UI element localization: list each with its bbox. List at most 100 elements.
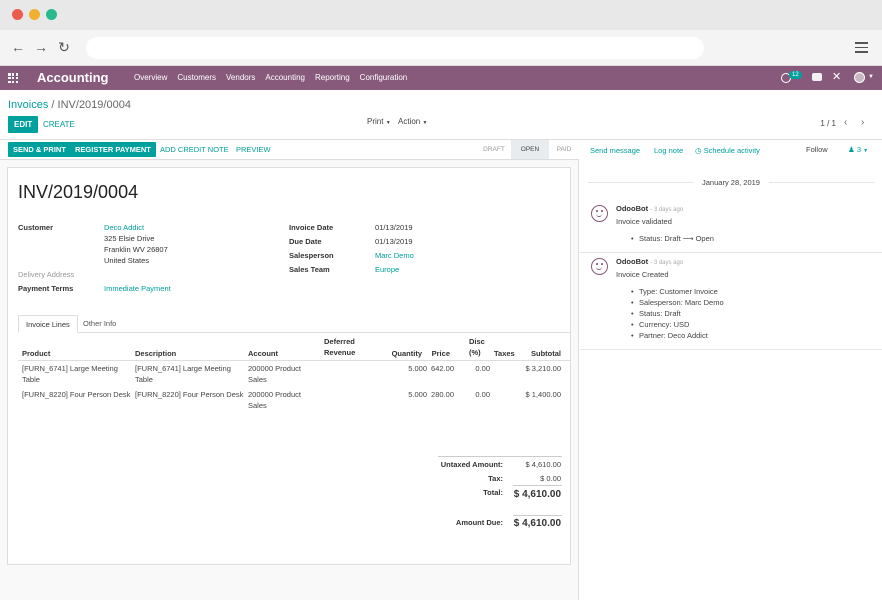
odoobot-avatar[interactable] — [591, 205, 608, 222]
delivery-address-label: Delivery Address — [18, 270, 75, 279]
customer-label: Customer — [18, 223, 54, 232]
col-price[interactable]: Price — [431, 349, 450, 358]
invoice-date-label: Invoice Date — [289, 223, 334, 232]
date-separator: January 28, 2019 — [580, 178, 882, 187]
browser-menu-icon[interactable] — [855, 42, 868, 56]
add-credit-note-button[interactable]: ADD CREDIT NOTE — [160, 145, 229, 154]
menu-item-overview[interactable]: Overview — [134, 73, 168, 82]
menu-item-accounting[interactable]: Accounting — [265, 73, 305, 82]
create-button[interactable]: CREATE — [43, 120, 75, 129]
tab-invoice-lines[interactable]: Invoice Lines — [18, 315, 78, 333]
back-arrow-icon[interactable]: ← — [11, 39, 25, 55]
reload-icon[interactable]: ↻ — [58, 39, 70, 55]
pager-value[interactable]: 1 / 1 — [820, 119, 836, 128]
tracking-value: Partner: Deco Addict — [631, 331, 708, 340]
menu-item-customers[interactable]: Customers — [177, 73, 217, 82]
user-avatar[interactable] — [854, 72, 865, 83]
customer-name[interactable]: Deco Addict — [104, 223, 145, 232]
tracking-value: Currency: USD — [631, 320, 690, 329]
col-product[interactable]: Product — [22, 349, 51, 358]
sales-team-label: Sales Team — [289, 265, 330, 274]
cell-description[interactable]: [FURN_8220] Four Person Desk — [135, 390, 244, 399]
untaxed-amount-value: $ 4,610.00 — [525, 460, 561, 469]
user-icon: ♟ — [848, 145, 855, 154]
customer-address-line: 325 Elsie Drive — [104, 234, 155, 243]
address-bar[interactable] — [86, 37, 704, 59]
follow-button[interactable]: Follow — [806, 145, 828, 154]
cell-subtotal: $ 1,400.00 — [525, 390, 561, 399]
col-subtotal[interactable]: Subtotal — [531, 349, 561, 358]
cell-account[interactable]: 200000 Product Sales — [248, 390, 301, 410]
message-author[interactable]: OdooBot - 3 days ago — [616, 204, 683, 213]
menu-item-reporting[interactable]: Reporting — [314, 73, 350, 82]
amount-due-label: Amount Due: — [455, 518, 503, 527]
register-payment-button[interactable]: REGISTER PAYMENT — [70, 142, 156, 157]
log-note-button[interactable]: Log note — [654, 146, 684, 155]
apps-grid-icon[interactable] — [8, 73, 18, 83]
message-author[interactable]: OdooBot - 3 days ago — [616, 257, 683, 266]
sales-team-value[interactable]: Europe — [375, 265, 400, 274]
print-dropdown[interactable]: Print ▼ — [367, 117, 391, 126]
col-taxes[interactable]: Taxes — [494, 349, 515, 358]
cell-product[interactable]: [FURN_8220] Four Person Desk — [22, 390, 131, 399]
stage-open[interactable]: OPEN — [511, 140, 549, 159]
cell-quantity[interactable]: 5.000 — [408, 390, 427, 399]
cell-quantity[interactable]: 5.000 — [408, 364, 427, 373]
followers-button[interactable]: ♟ 3 ▼ — [848, 145, 868, 154]
followers-count: 3 — [856, 145, 861, 154]
menu-item-configuration[interactable]: Configuration — [359, 73, 408, 82]
chatter-topbar: Send message Log note ◷ Schedule activit… — [580, 140, 882, 160]
schedule-activity-button[interactable]: ◷ Schedule activity — [695, 146, 760, 155]
cell-product[interactable]: [FURN_6741] Large Meeting Table — [22, 364, 118, 384]
totals-divider — [513, 515, 562, 516]
cell-price[interactable]: 280.00 — [431, 390, 454, 399]
stage-draft[interactable]: DRAFT — [483, 146, 505, 153]
col-account[interactable]: Account — [248, 349, 278, 358]
col-deferred-revenue[interactable]: Deferred Revenue — [324, 337, 356, 357]
menu-item-vendors[interactable]: Vendors — [226, 73, 256, 82]
chevron-down-icon: ▼ — [863, 148, 869, 154]
pager-next-icon[interactable]: › — [861, 117, 865, 128]
invoice-sheet: INV/2019/0004 Customer Deco Addict 325 E… — [7, 167, 571, 565]
control-panel: Invoices / INV/2019/0004 EDIT CREATE Pri… — [0, 90, 882, 140]
breadcrumb-invoices-link[interactable]: Invoices — [8, 99, 49, 111]
customer-address-line: Franklin WV 26807 — [104, 245, 168, 254]
chatter-panel: Send message Log note ◷ Schedule activit… — [580, 140, 882, 600]
odoobot-avatar[interactable] — [591, 258, 608, 275]
send-message-button[interactable]: Send message — [590, 146, 641, 155]
top-navbar: Accounting Overview Customers Vendors Ac… — [0, 66, 882, 90]
action-dropdown[interactable]: Action ▼ — [398, 117, 427, 126]
cell-discount[interactable]: 0.00 — [475, 364, 490, 373]
window-close-dot[interactable] — [12, 9, 23, 20]
payment-terms-value[interactable]: Immediate Payment — [104, 284, 171, 293]
invoice-number: INV/2019/0004 — [18, 182, 139, 202]
window-maximize-dot[interactable] — [46, 9, 57, 20]
breadcrumb-current: INV/2019/0004 — [57, 99, 131, 111]
stage-paid[interactable]: PAID — [556, 146, 572, 153]
invoice-date-value: 01/13/2019 — [375, 223, 413, 232]
debug-tools-icon[interactable]: ✕ — [832, 71, 842, 83]
chevron-down-icon: ▼ — [422, 120, 428, 126]
user-menu-caret-icon[interactable]: ▼ — [868, 74, 874, 80]
edit-button[interactable]: EDIT — [8, 116, 39, 133]
app-name[interactable]: Accounting — [37, 70, 109, 85]
col-description[interactable]: Description — [135, 349, 177, 358]
send-print-button[interactable]: SEND & PRINT — [8, 142, 71, 157]
notebook-tabs: Invoice Lines Other Info — [18, 315, 570, 333]
chat-icon[interactable] — [812, 73, 822, 81]
pager-prev-icon[interactable]: ‹ — [844, 117, 848, 128]
cell-description[interactable]: [FURN_6741] Large Meeting Table — [135, 364, 231, 384]
cell-discount[interactable]: 0.00 — [475, 390, 490, 399]
forward-arrow-icon[interactable]: → — [34, 39, 48, 55]
col-discount[interactable]: Disc (%) — [469, 337, 485, 357]
cell-account[interactable]: 200000 Product Sales — [248, 364, 301, 384]
cell-price[interactable]: 642.00 — [431, 364, 454, 373]
due-date-label: Due Date — [289, 237, 322, 246]
salesperson-value[interactable]: Marc Demo — [375, 251, 414, 260]
preview-button[interactable]: PREVIEW — [236, 145, 271, 154]
tracking-value: Type: Customer Invoice — [631, 287, 718, 296]
totals-divider — [513, 485, 562, 486]
col-quantity[interactable]: Quantity — [391, 349, 422, 358]
window-minimize-dot[interactable] — [29, 9, 40, 20]
tab-other-info[interactable]: Other Info — [83, 319, 117, 328]
